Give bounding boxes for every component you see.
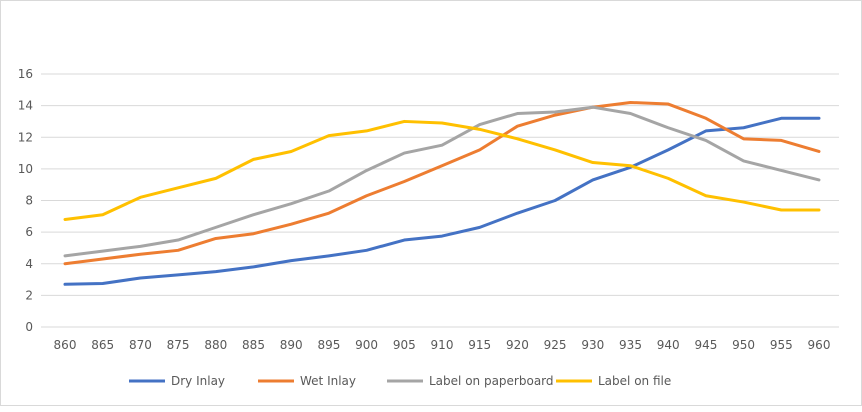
legend-label: Dry Inlay	[171, 374, 225, 388]
x-tick-label: 885	[242, 338, 265, 352]
x-tick-label: 880	[204, 338, 227, 352]
y-tick-label: 16	[18, 67, 33, 81]
x-tick-label: 925	[544, 338, 567, 352]
y-tick-label: 8	[25, 194, 33, 208]
x-tick-label: 895	[317, 338, 340, 352]
x-tick-label: 955	[770, 338, 793, 352]
x-tick-label: 870	[129, 338, 152, 352]
x-tick-label: 960	[808, 338, 831, 352]
y-tick-label: 2	[25, 288, 33, 302]
legend-label: Label on paperboard	[429, 374, 554, 388]
y-tick-label: 14	[18, 99, 33, 113]
y-tick-label: 12	[18, 130, 33, 144]
x-tick-label: 945	[694, 338, 717, 352]
legend-label: Label on file	[598, 374, 671, 388]
series-line-wet-inlay	[63, 100, 821, 266]
y-tick-label: 10	[18, 162, 33, 176]
x-tick-label: 935	[619, 338, 642, 352]
legend-label: Wet Inlay	[300, 374, 356, 388]
x-tick-label: 905	[393, 338, 416, 352]
x-tick-label: 890	[280, 338, 303, 352]
x-tick-label: 910	[431, 338, 454, 352]
series-line-dry-inlay	[63, 116, 821, 286]
x-tick-label: 950	[732, 338, 755, 352]
y-tick-label: 4	[25, 257, 33, 271]
x-tick-label: 940	[657, 338, 680, 352]
x-tick-label: 930	[581, 338, 604, 352]
x-tick-label: 875	[167, 338, 190, 352]
y-tick-label: 0	[25, 320, 33, 334]
series-line-label-on-paperboard	[63, 105, 821, 258]
x-tick-label: 920	[506, 338, 529, 352]
x-tick-label: 900	[355, 338, 378, 352]
y-tick-label: 6	[25, 225, 33, 239]
series-line-label-on-file	[63, 119, 821, 221]
x-tick-label: 860	[54, 338, 77, 352]
x-tick-label: 915	[468, 338, 491, 352]
x-tick-label: 865	[91, 338, 114, 352]
